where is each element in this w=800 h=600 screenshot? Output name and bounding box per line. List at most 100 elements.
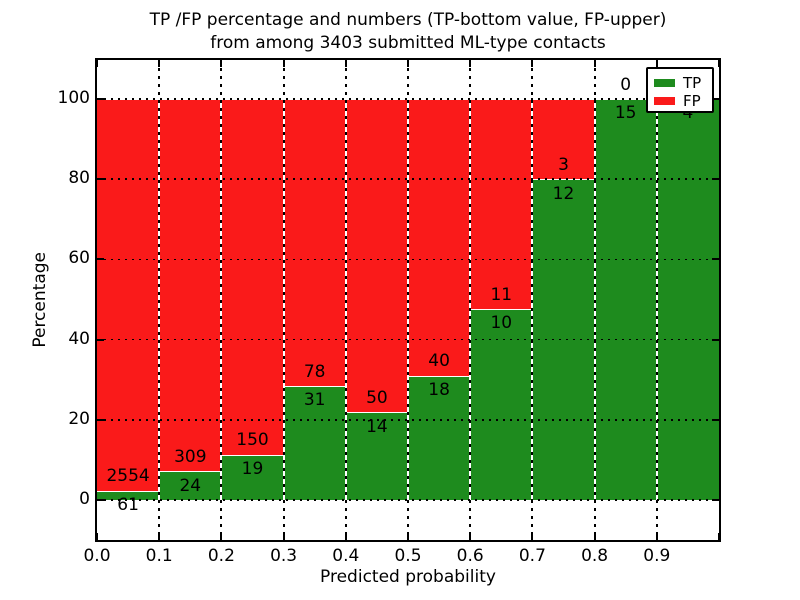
fp-bar-segment	[159, 99, 222, 472]
fp-bar-segment	[470, 99, 533, 310]
tp-bar-segment	[594, 99, 657, 500]
tp-count-label: 14	[366, 416, 388, 437]
y-tick-label: 0	[79, 489, 90, 509]
x-tick-label: 0.7	[518, 546, 546, 566]
legend: TP FP	[646, 67, 714, 113]
x-tick-label: 0.4	[332, 546, 360, 566]
y-gridline	[97, 98, 719, 100]
y-gridline	[97, 499, 719, 501]
y-axis-tick	[97, 418, 104, 421]
x-axis-tick	[220, 60, 223, 67]
fp-bar-segment	[97, 99, 160, 491]
fp-bar-segment	[408, 99, 471, 376]
tp-bar-segment	[283, 385, 346, 500]
tp-count-label: 15	[614, 103, 637, 124]
fp-count-label: 3	[558, 154, 569, 175]
fp-count-label: 78	[303, 361, 326, 382]
tp-bar-segment	[159, 471, 222, 500]
x-axis-tick	[407, 533, 409, 540]
x-gridline	[469, 60, 472, 540]
x-axis-tick	[531, 533, 534, 540]
x-axis-tick	[220, 533, 223, 540]
plot-area: 2554613092415019783150144018111031201504	[95, 58, 721, 542]
x-tick-label: 0.5	[394, 546, 422, 566]
tp-count-label: 19	[241, 459, 264, 480]
y-axis-tick	[712, 178, 719, 181]
y-axis-tick	[97, 338, 104, 341]
x-tick-label: 0.3	[270, 546, 298, 566]
x-axis-tick	[593, 533, 596, 540]
fp-swatch-icon	[654, 97, 675, 105]
legend-label-tp: TP	[683, 73, 702, 92]
x-axis-tick	[282, 533, 285, 540]
y-axis-tick	[712, 499, 719, 501]
x-tick-label: 0.0	[83, 546, 111, 566]
x-axis-label: Predicted probability	[320, 567, 496, 587]
x-gridline	[593, 60, 596, 540]
x-axis-tick	[344, 533, 347, 540]
x-axis-tick	[718, 533, 720, 540]
x-gridline	[655, 60, 658, 540]
legend-label-fp: FP	[683, 91, 701, 110]
x-axis-tick	[96, 60, 98, 67]
tp-bar-segment	[408, 375, 471, 500]
chart-title-line2: from among 3403 submitted ML-type contac…	[210, 33, 606, 53]
tp-count-label: 12	[552, 183, 575, 204]
y-axis-tick	[712, 418, 719, 421]
y-axis-tick	[97, 98, 104, 100]
x-gridline	[531, 60, 534, 540]
chart-title: TP /FP percentage and numbers (TP-bottom…	[95, 9, 721, 55]
tp-bar-segment	[470, 309, 533, 500]
x-gridline	[407, 60, 409, 540]
fp-count-label: 11	[490, 284, 513, 305]
x-tick-label: 0.1	[145, 546, 173, 566]
y-axis-tick	[712, 338, 719, 341]
tp-bar-segment	[97, 490, 160, 500]
y-tick-label: 20	[68, 408, 90, 429]
fp-count-label: 150	[236, 430, 269, 451]
y-tick-label: 40	[68, 328, 90, 349]
x-axis-tick	[655, 60, 658, 67]
tp-count-label: 10	[490, 313, 513, 334]
y-tick-label: 100	[57, 88, 90, 108]
x-axis-tick	[407, 60, 409, 67]
x-axis-tick	[158, 60, 161, 67]
tp-swatch-icon	[654, 79, 675, 87]
y-tick-label: 80	[68, 168, 90, 189]
x-axis-tick	[718, 60, 720, 67]
tp-count-label: 18	[428, 379, 450, 400]
tp-count-label: 4	[682, 103, 694, 124]
chart-title-line1: TP /FP percentage and numbers (TP-bottom…	[149, 10, 667, 30]
tp-bar-segment	[345, 412, 408, 500]
fp-bar-segment	[283, 99, 346, 386]
fp-count-label: 50	[366, 387, 388, 408]
tp-count-label: 31	[303, 390, 326, 411]
fp-bar-segment	[532, 99, 595, 180]
x-gridline	[158, 60, 161, 540]
x-tick-label: 0.9	[643, 546, 671, 566]
legend-item-fp: FP	[654, 92, 712, 110]
x-axis-tick	[158, 533, 161, 540]
x-axis-tick	[282, 60, 285, 67]
x-axis-tick	[469, 533, 472, 540]
y-axis-tick	[712, 98, 719, 100]
y-gridline	[97, 338, 719, 341]
y-gridline	[97, 419, 719, 421]
x-tick-label: 0.6	[456, 546, 484, 566]
y-gridline	[97, 178, 719, 180]
x-axis-tick	[531, 60, 534, 67]
x-gridline	[220, 60, 223, 540]
tp-count-label: 24	[179, 475, 202, 496]
x-axis-tick	[344, 60, 347, 67]
fp-count-label: 40	[428, 351, 450, 372]
tp-bar-segment	[656, 99, 719, 500]
y-axis-tick	[97, 499, 104, 501]
x-axis-tick	[469, 60, 472, 67]
fp-count-label: 0	[620, 74, 632, 95]
x-axis-tick	[593, 60, 596, 67]
fp-bar-segment	[221, 99, 284, 455]
x-gridline	[344, 60, 347, 540]
y-axis-label: Percentage	[30, 252, 50, 348]
fp-count-label: 2554	[106, 466, 150, 487]
